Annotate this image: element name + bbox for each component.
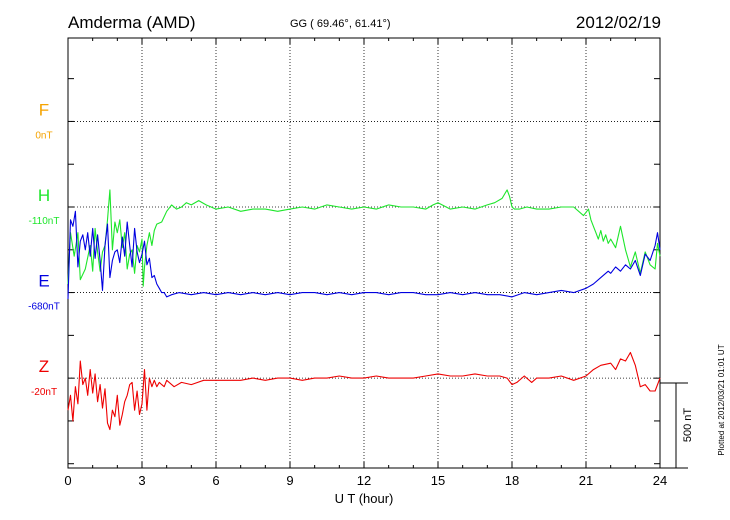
gridlines xyxy=(68,38,660,468)
station-title: Amderma (AMD) xyxy=(68,13,196,32)
axis-ticks xyxy=(67,38,661,468)
x-tick-label: 15 xyxy=(431,473,445,488)
station-coordinates: GG ( 69.46°, 61.41°) xyxy=(290,18,391,30)
x-tick-label: 0 xyxy=(64,473,71,488)
series-line-z xyxy=(67,351,661,431)
x-tick-label: 9 xyxy=(286,473,293,488)
x-tick-label: 21 xyxy=(579,473,593,488)
scale-bar: 500 nT xyxy=(660,382,694,469)
series-line-h xyxy=(67,189,661,287)
series-line-e xyxy=(67,210,661,300)
series-labels: F 0nT H -110nT E -680nT Z -20nT xyxy=(28,100,60,398)
series-name-z: Z xyxy=(39,357,49,376)
x-tick-label: 3 xyxy=(138,473,145,488)
x-axis-label: U T (hour) xyxy=(335,491,394,506)
x-tick-label: 6 xyxy=(212,473,219,488)
series-baseline-e: -680nT xyxy=(28,302,60,313)
series-name-e: E xyxy=(38,272,49,291)
x-tick-label: 12 xyxy=(357,473,371,488)
series-baseline-z: -20nT xyxy=(31,387,57,398)
plotted-at-note: Plotted at 2012/03/21 01:01 UT xyxy=(717,344,726,455)
series-baseline-h: -110nT xyxy=(29,216,60,227)
plot-frame xyxy=(67,37,661,469)
x-tick-label: 24 xyxy=(653,473,667,488)
series-baseline-f: 0nT xyxy=(35,130,52,141)
series-name-f: F xyxy=(39,100,49,119)
date-label: 2012/02/19 xyxy=(576,13,661,32)
x-tick-label: 18 xyxy=(505,473,519,488)
series-name-h: H xyxy=(38,186,50,205)
scale-bar-label: 500 nT xyxy=(682,408,694,443)
x-tick-labels: 0 3 6 9 12 15 18 21 24 xyxy=(64,473,667,488)
data-lines xyxy=(67,189,661,431)
